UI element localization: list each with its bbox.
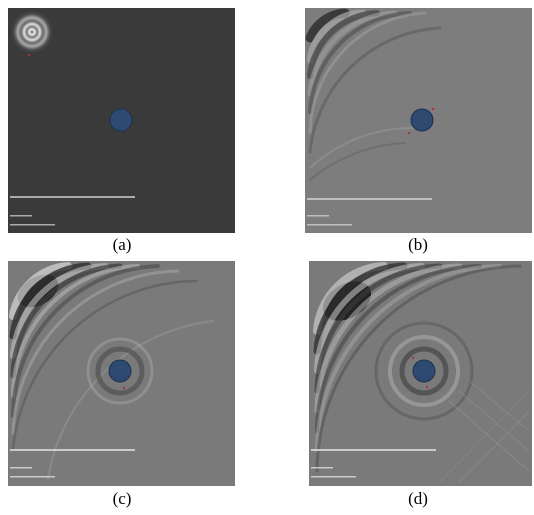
- panel-c-image: [8, 261, 235, 486]
- caption-a: (a): [112, 235, 132, 254]
- panel-d-image: [309, 261, 532, 486]
- panel-b: [305, 8, 532, 233]
- caption-b: (b): [408, 235, 428, 254]
- scatterer-circle: [108, 359, 132, 383]
- panel-b-image: [305, 8, 532, 233]
- caption-d: (d): [408, 489, 428, 508]
- panel-a: [8, 8, 235, 233]
- source-pulse: [11, 11, 53, 53]
- panel-c: [8, 261, 235, 486]
- panel-d: [309, 261, 532, 486]
- scatterer-circle: [412, 359, 436, 383]
- caption-c: (c): [112, 489, 132, 508]
- panel-a-image: [8, 8, 235, 233]
- scatterer-circle: [109, 108, 133, 132]
- scatterer-circle: [410, 108, 434, 132]
